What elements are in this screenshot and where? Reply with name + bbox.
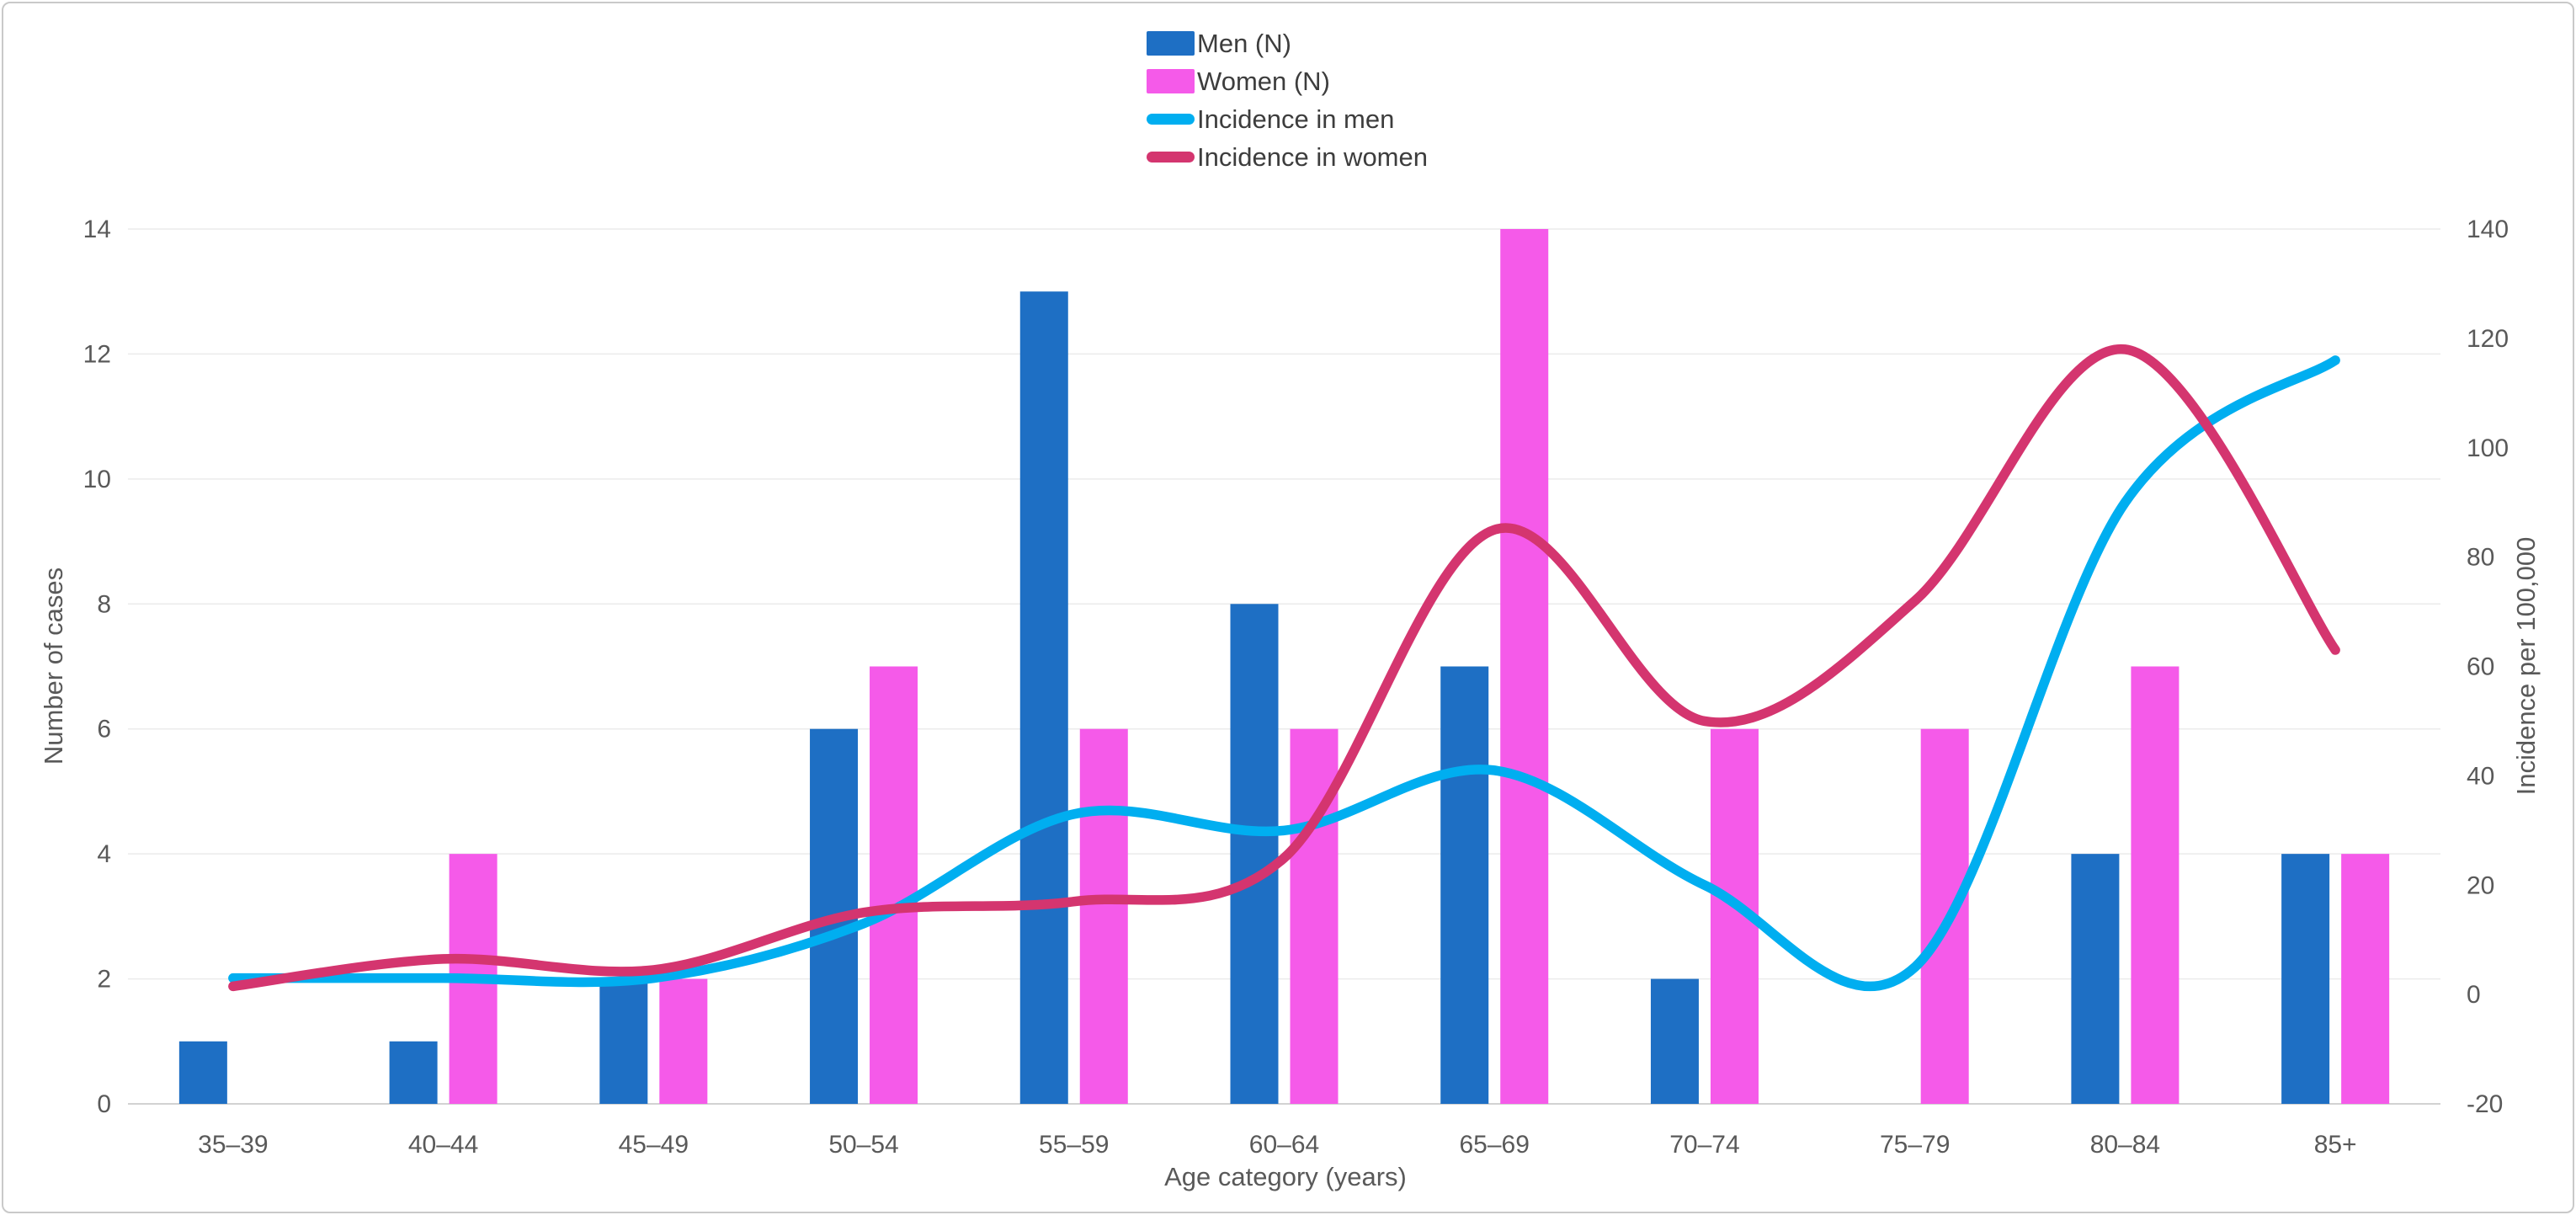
left-axis-title: Number of cases (39, 567, 68, 765)
bar-men-35–39 (178, 1041, 227, 1104)
x-axis-category-label: 65–69 (1460, 1131, 1530, 1159)
bar-men-70–74 (1650, 978, 1699, 1104)
legend-item: Incidence in women (1147, 138, 1428, 176)
x-axis-category-label: 55–59 (1039, 1131, 1109, 1159)
bar-men-45–49 (599, 978, 648, 1104)
bar-men-55–59 (1019, 291, 1068, 1104)
right-axis-tick-label: 20 (2467, 871, 2494, 899)
legend-swatch-bar (1147, 69, 1195, 93)
x-axis-category-label: 80–84 (2090, 1131, 2160, 1159)
right-axis-tick-label: 140 (2467, 216, 2509, 243)
right-axis-title: Incidence per 100,000 (2511, 536, 2541, 796)
bar-women-65–69 (1500, 229, 1549, 1104)
right-axis-tick-label: -20 (2467, 1090, 2503, 1118)
incidence-men-line (228, 355, 2340, 992)
right-axis-tick-label: 40 (2467, 762, 2494, 790)
x-axis-category-label: 85+ (2314, 1131, 2357, 1159)
legend-label: Incidence in men (1197, 104, 1395, 134)
legend-swatch-line (1147, 114, 1195, 125)
legend-label: Men (N) (1197, 28, 1291, 58)
legend-item: Incidence in men (1147, 100, 1428, 138)
left-axis-tick-label: 0 (97, 1090, 111, 1118)
x-axis-category-label: 60–64 (1249, 1131, 1319, 1159)
incidence-women-line (228, 344, 2340, 992)
right-axis-tick-label: 0 (2467, 981, 2481, 1009)
left-axis-tick-label: 4 (97, 840, 111, 868)
legend-item: Men (N) (1147, 24, 1428, 62)
legend-label: Incidence in women (1197, 141, 1428, 172)
bar-men-60–64 (1230, 604, 1279, 1104)
left-axis-tick-label: 10 (83, 466, 111, 493)
chart-legend: Men (N) Women (N) Incidence in men Incidenc… (1147, 24, 1428, 176)
bar-women-85+ (2341, 854, 2390, 1104)
left-axis-tick-label: 14 (83, 216, 111, 243)
x-axis-category-label: 70–74 (1669, 1131, 1739, 1159)
legend-swatch-line (1147, 152, 1195, 163)
bar-men-80–84 (2071, 854, 2120, 1104)
x-axis-category-label: 50–54 (828, 1131, 898, 1159)
right-axis-tick-label: 80 (2467, 544, 2494, 572)
left-axis-tick-label: 12 (83, 340, 111, 368)
left-axis-tick-label: 8 (97, 590, 111, 618)
bar-women-55–59 (1079, 728, 1128, 1104)
left-axis-tick-label: 2 (97, 966, 111, 994)
x-axis-category-label: 75–79 (1880, 1131, 1950, 1159)
x-axis-category-label: 40–44 (408, 1131, 478, 1159)
right-axis-tick-label: 100 (2467, 434, 2509, 462)
legend-swatch-bar (1147, 31, 1195, 56)
x-axis-category-label: 45–49 (619, 1131, 689, 1159)
bar-men-85+ (2281, 854, 2330, 1104)
bar-series-women (449, 229, 2390, 1104)
bar-men-40–44 (389, 1041, 438, 1104)
legend-label: Women (N) (1197, 66, 1330, 96)
bar-women-80–84 (2131, 666, 2179, 1104)
bar-men-65–69 (1440, 666, 1489, 1104)
x-axis-title: Age category (years) (1164, 1162, 1407, 1191)
bar-series-men (178, 291, 2330, 1104)
right-axis-tick-label: 120 (2467, 325, 2509, 353)
left-axis-tick-label: 6 (97, 716, 111, 743)
x-axis-category-label: 35–39 (198, 1131, 268, 1159)
legend-item: Women (N) (1147, 62, 1428, 100)
right-axis-tick-label: 60 (2467, 653, 2494, 681)
bar-women-75–79 (1920, 728, 1969, 1104)
bar-women-45–49 (659, 978, 708, 1104)
combo-chart: 0 2 4 6 8 10 12 14 -20 0 20 40 60 80 100 120 140 35–39 40–… (83, 216, 2509, 1159)
bar-women-50–54 (870, 666, 918, 1104)
